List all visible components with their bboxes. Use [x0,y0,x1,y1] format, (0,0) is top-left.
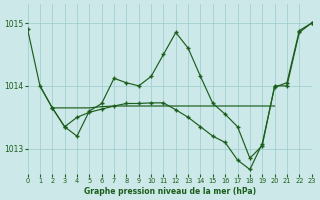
X-axis label: Graphe pression niveau de la mer (hPa): Graphe pression niveau de la mer (hPa) [84,187,256,196]
